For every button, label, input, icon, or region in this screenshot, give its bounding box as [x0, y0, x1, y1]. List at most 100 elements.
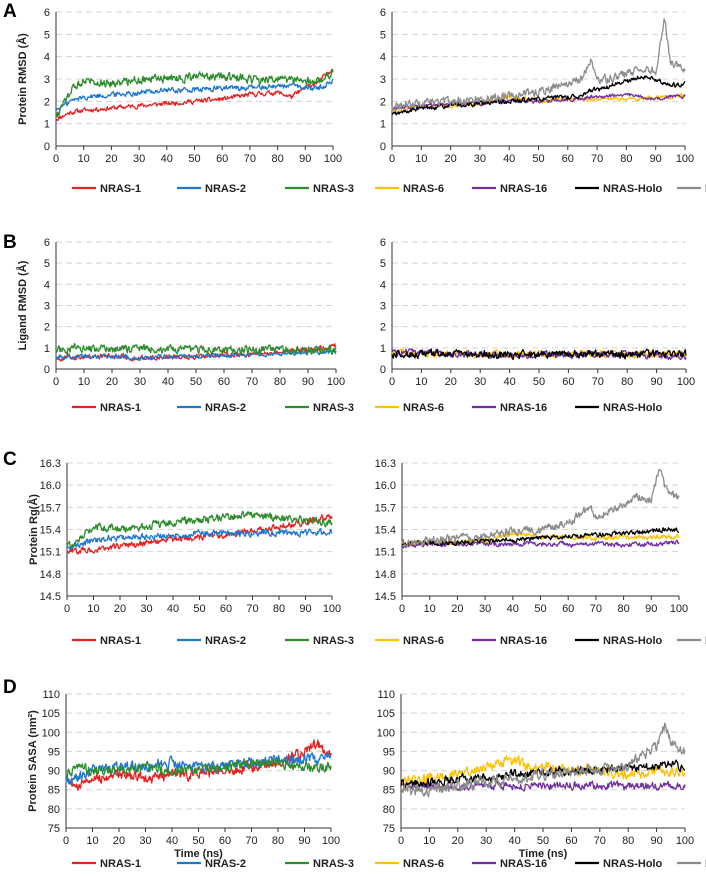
chart-C-right: 14.5 14.8 15.1 15.4 15.7 16.0 16.3 0 10 20 30 40 50 6…: [375, 458, 706, 647]
y-tick-label: 6: [380, 237, 386, 249]
legend-item: NRAS-Apo: [677, 858, 706, 870]
x-tick-label: 80: [273, 603, 285, 615]
x-tick-label: 100: [670, 603, 688, 615]
y-tick-label: 110: [42, 689, 60, 701]
legend-item: NRAS-Holo: [575, 635, 663, 647]
series-line-nras-apo: [391, 18, 686, 111]
series-line-nras-3: [55, 342, 337, 356]
x-tick-label: 80: [622, 835, 634, 847]
y-tick-label: 1: [44, 119, 50, 131]
x-tick-label: 90: [299, 153, 311, 165]
y-axis-label: Protein Rg(Å): [27, 494, 40, 565]
series-line-nras-3: [55, 68, 334, 118]
chart-D-left: 75 80 85 90 95 100 105 110 0 10 20 30 40 50 60 70 80 90 10…: [27, 689, 354, 870]
x-tick-label: 20: [113, 835, 125, 847]
y-axis-label: Protein RMSD (Å): [16, 33, 29, 125]
x-tick-label: 90: [645, 603, 657, 615]
y-tick-label: 105: [42, 708, 60, 720]
legend-label: NRAS-6: [403, 858, 444, 870]
y-tick-label: 16.3: [40, 458, 61, 470]
x-tick-label: 60: [562, 603, 574, 615]
y-tick-label: 15.4: [40, 525, 61, 537]
y-tick-label: 15.7: [40, 502, 61, 514]
legend-item: NRAS-3: [285, 858, 354, 870]
x-tick-label: 50: [532, 153, 544, 165]
legend-item: NRAS-3: [285, 635, 354, 647]
x-tick-label: 50: [188, 153, 200, 165]
x-tick-label: 0: [389, 376, 395, 388]
legend-label: NRAS-1: [100, 635, 141, 647]
series-line-nras-3: [65, 758, 332, 778]
x-tick-label: 60: [219, 835, 231, 847]
legend-label: NRAS-3: [313, 635, 354, 647]
x-tick-label: 50: [192, 835, 204, 847]
series-line-nras-2: [55, 78, 334, 111]
y-tick-label: 2: [44, 322, 50, 334]
x-tick-label: 30: [479, 603, 491, 615]
x-tick-label: 80: [274, 376, 286, 388]
y-tick-label: 1: [380, 119, 386, 131]
panel-letter-c: C: [3, 449, 17, 470]
legend-label: NRAS-2: [205, 402, 246, 414]
panel-letter-d: D: [3, 677, 17, 698]
x-axis-label: Time (ns): [174, 848, 223, 860]
legend-label: NRAS-6: [403, 183, 444, 195]
y-tick-label: 100: [377, 727, 395, 739]
panel-letter-a: A: [3, 1, 17, 22]
y-tick-label: 3: [380, 301, 386, 313]
y-tick-label: 1: [44, 343, 50, 355]
legend-item: NRAS-Holo: [575, 858, 663, 870]
legend-item: NRAS-16: [472, 858, 547, 870]
y-tick-label: 5: [44, 29, 50, 41]
series-line-nras-apo: [400, 722, 686, 798]
y-tick-label: 0: [44, 364, 50, 376]
x-tick-label: 30: [480, 835, 492, 847]
legend-label: NRAS-1: [100, 183, 141, 195]
y-tick-label: 80: [383, 804, 395, 816]
x-tick-label: 60: [220, 603, 232, 615]
x-tick-label: 20: [452, 835, 464, 847]
x-tick-label: 80: [620, 153, 632, 165]
x-tick-label: 40: [167, 603, 179, 615]
y-tick-label: 4: [380, 279, 386, 291]
legend-item: NRAS-Holo: [575, 402, 663, 414]
legend-item: NRAS-1: [72, 858, 141, 870]
series-line-nras-holo: [391, 75, 686, 116]
x-tick-label: 10: [78, 376, 90, 388]
series-line-nras-1: [66, 514, 333, 555]
legend-item: NRAS-2: [177, 635, 246, 647]
legend-label: NRAS-16: [500, 858, 547, 870]
x-tick-label: 70: [592, 376, 604, 388]
legend-item: NRAS-2: [177, 183, 246, 195]
legend-label: NRAS-3: [313, 858, 354, 870]
x-tick-label: 0: [398, 835, 404, 847]
y-tick-label: 0: [44, 141, 50, 153]
x-tick-label: 40: [166, 835, 178, 847]
y-tick-label: 4: [380, 52, 386, 64]
x-tick-label: 30: [134, 376, 146, 388]
x-tick-label: 70: [594, 835, 606, 847]
panel-letter-b: B: [3, 232, 17, 253]
x-tick-label: 100: [676, 153, 694, 165]
legend-item: NRAS-6: [375, 858, 444, 870]
legend-label: NRAS-1: [100, 858, 141, 870]
x-tick-label: 20: [445, 376, 457, 388]
x-tick-label: 0: [64, 603, 70, 615]
legend-item: NRAS-16: [472, 402, 547, 414]
x-tick-label: 100: [676, 835, 694, 847]
y-tick-label: 3: [44, 74, 50, 86]
y-tick-label: 1: [380, 343, 386, 355]
legend-label: NRAS-3: [313, 402, 354, 414]
x-tick-label: 40: [503, 376, 515, 388]
y-tick-label: 110: [377, 689, 395, 701]
x-tick-label: 30: [140, 603, 152, 615]
x-tick-label: 100: [677, 376, 695, 388]
legend-item: NRAS-16: [472, 183, 547, 195]
x-tick-label: 70: [245, 835, 257, 847]
legend-item: NRAS-3: [285, 183, 354, 195]
legend-item: NRAS-6: [375, 635, 444, 647]
x-tick-label: 100: [324, 153, 342, 165]
